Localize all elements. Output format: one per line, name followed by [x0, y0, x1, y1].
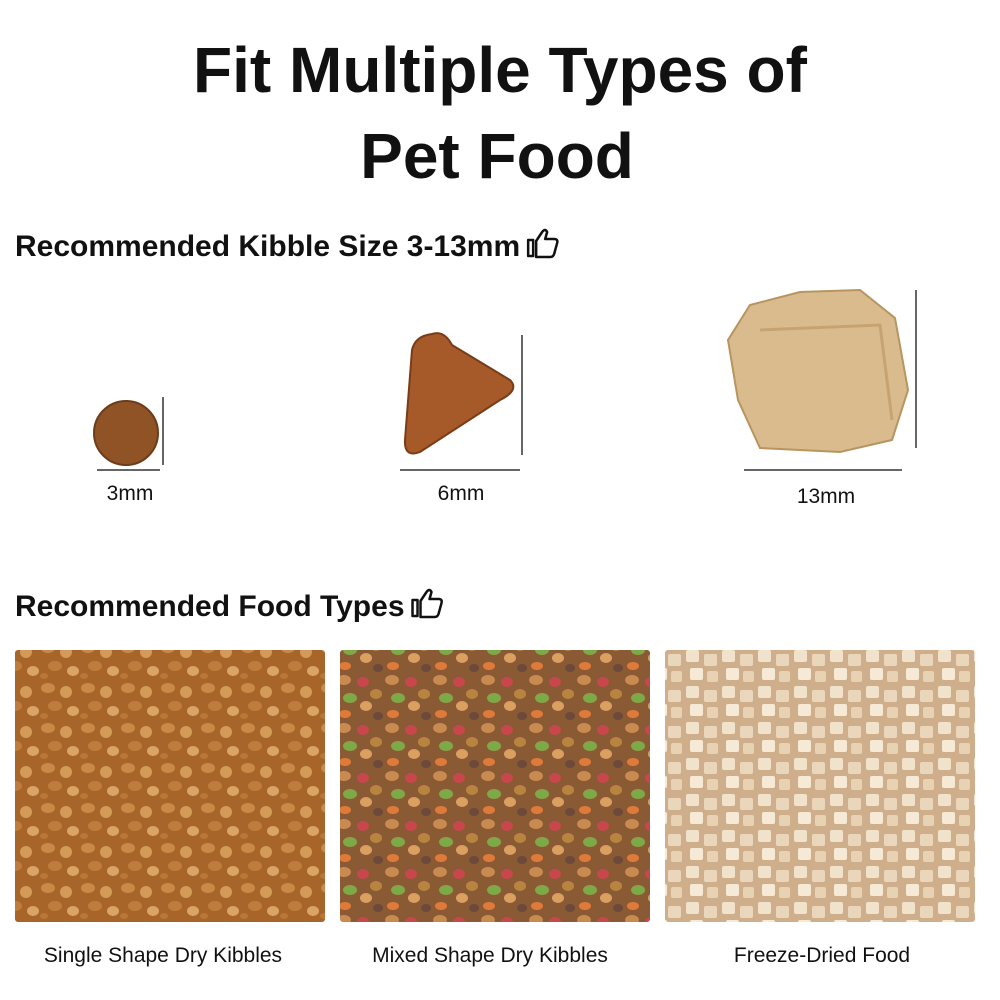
food-image: [665, 650, 975, 922]
kibble-13mm: [726, 288, 910, 454]
kibble-3mm: [93, 400, 159, 466]
thumbs-up-icon: [526, 228, 559, 259]
food-image: [340, 650, 650, 922]
size-label: 6mm: [438, 482, 485, 505]
food-label: Mixed Shape Dry Kibbles: [372, 944, 608, 967]
thumbs-up-icon: [411, 588, 443, 619]
size-label: 3mm: [107, 482, 154, 505]
section-heading: Recommended Kibble Size 3-13mm: [15, 230, 520, 263]
kibble-texture: [759, 323, 894, 421]
food-label: Single Shape Dry Kibbles: [44, 944, 282, 967]
food-label: Freeze-Dried Food: [734, 944, 910, 967]
kibble-6mm: [403, 332, 515, 455]
title-line: Fit Multiple Types of: [193, 34, 808, 106]
food-image: [15, 650, 325, 922]
size-label: 13mm: [797, 485, 855, 508]
title-line: Pet Food: [360, 120, 634, 192]
section-heading: Recommended Food Types: [15, 590, 405, 623]
